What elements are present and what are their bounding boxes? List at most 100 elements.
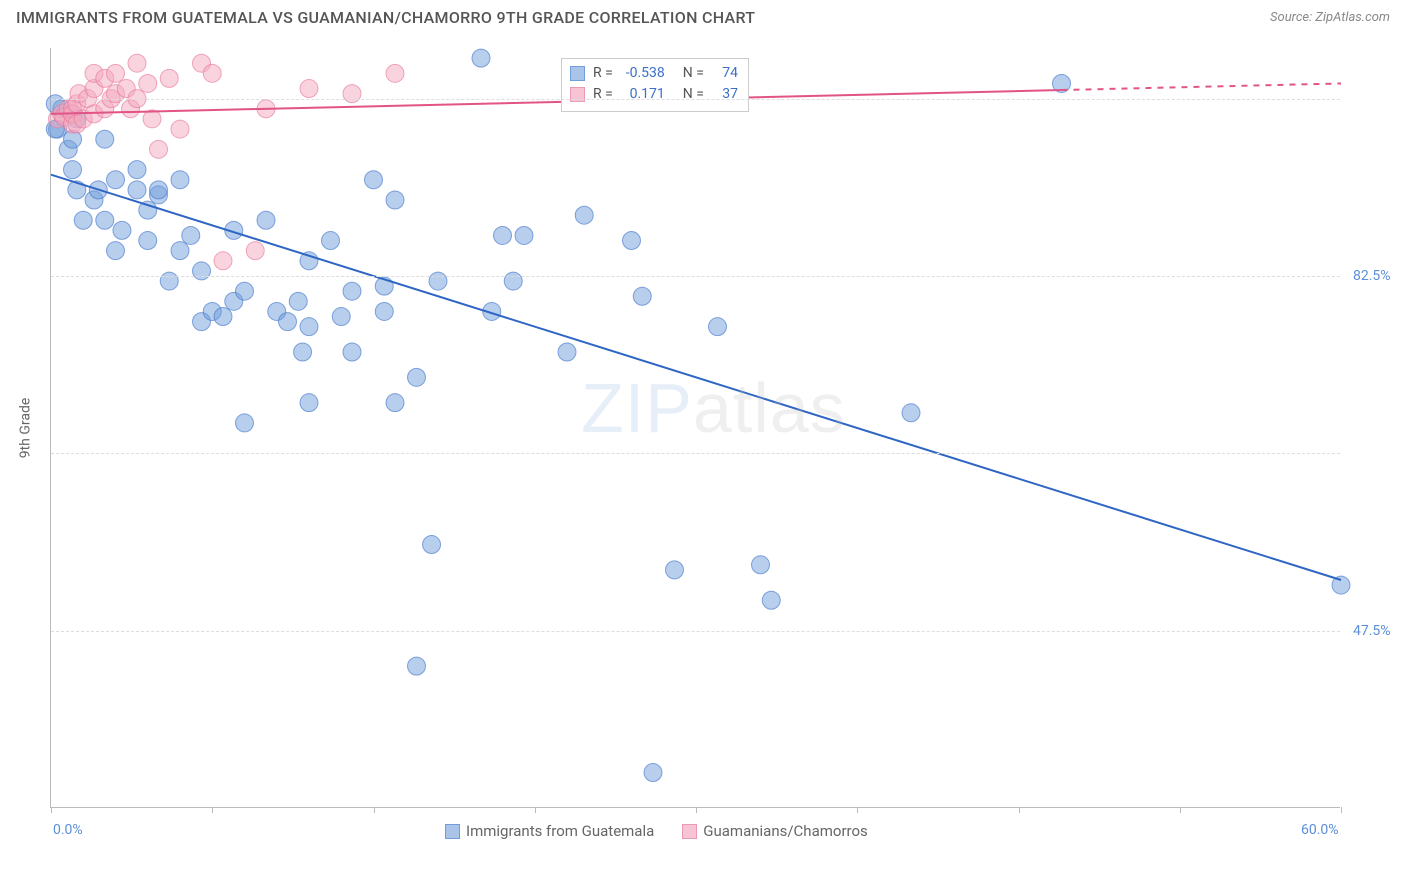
data-point [300, 318, 318, 336]
data-point [343, 343, 361, 361]
chart-svg [51, 48, 1340, 807]
stats-box: R =-0.538N =74R =0.171N =37 [561, 58, 749, 112]
grid-line-h [51, 453, 1340, 454]
data-point [423, 536, 441, 554]
x-tick [374, 807, 375, 813]
data-point [408, 368, 426, 386]
data-point [150, 181, 168, 199]
data-point [494, 226, 512, 244]
data-point [375, 302, 393, 320]
data-point [171, 120, 189, 138]
data-point [472, 49, 490, 67]
data-point [171, 242, 189, 260]
stats-n-label: N = [683, 63, 704, 84]
stats-r-label: R = [593, 84, 613, 105]
data-point [300, 80, 318, 98]
y-tick-label: 47.5% [1353, 623, 1391, 639]
data-point [74, 211, 92, 229]
data-point [558, 343, 576, 361]
data-point [128, 54, 146, 72]
data-point [150, 140, 168, 158]
data-point [139, 74, 157, 92]
data-point [644, 764, 662, 782]
legend-item: Immigrants from Guatemala [445, 822, 654, 840]
data-point [107, 242, 125, 260]
data-point [289, 292, 307, 310]
stats-r-label: R = [593, 63, 613, 84]
data-point [752, 556, 770, 574]
data-point [203, 64, 221, 82]
legend-label: Guamanians/Chamorros [703, 822, 867, 840]
stats-row: R =0.171N =37 [570, 84, 738, 105]
grid-line-h [51, 276, 1340, 277]
stats-n-label: N = [683, 84, 704, 105]
x-tick [535, 807, 536, 813]
data-point [386, 191, 404, 209]
data-point [160, 69, 178, 87]
x-tick [1180, 807, 1181, 813]
data-point [128, 181, 146, 199]
data-point [633, 287, 651, 305]
grid-line-h [51, 631, 1340, 632]
data-point [139, 232, 157, 250]
data-point [193, 262, 211, 280]
data-point [623, 232, 641, 250]
x-tick [212, 807, 213, 813]
x-tick [1019, 807, 1020, 813]
data-point [160, 272, 178, 290]
data-point [113, 221, 131, 239]
trend-line-dashed [1062, 83, 1342, 90]
data-point [386, 394, 404, 412]
data-point [107, 171, 125, 189]
data-point [504, 272, 522, 290]
data-point [386, 64, 404, 82]
title-bar: IMMIGRANTS FROM GUATEMALA VS GUAMANIAN/C… [0, 0, 1406, 31]
data-point [429, 272, 447, 290]
stats-n-value: 74 [712, 63, 738, 84]
data-point [322, 232, 340, 250]
grid-line-h [51, 99, 1340, 100]
data-point [365, 171, 383, 189]
bottom-legend: Immigrants from Guatemala Guamanians/Cham… [445, 822, 868, 840]
data-point [64, 161, 82, 179]
chart-plot-area: ZIPatlas R =-0.538N =74R =0.171N =37 47.… [50, 48, 1340, 808]
x-tick [51, 807, 52, 813]
x-tick [696, 807, 697, 813]
stats-r-value: -0.538 [621, 63, 665, 84]
data-point [408, 657, 426, 675]
data-point [332, 308, 350, 326]
data-point [214, 252, 232, 270]
data-point [246, 242, 264, 260]
data-point [236, 282, 254, 300]
legend-item: Guamanians/Chamorros [682, 822, 867, 840]
stats-swatch [570, 87, 585, 102]
data-point [96, 211, 114, 229]
data-point [128, 161, 146, 179]
data-point [575, 206, 593, 224]
stats-row: R = -0.538 N = 74 [570, 63, 738, 84]
data-point [902, 404, 920, 422]
data-point [257, 211, 275, 229]
data-point [96, 130, 114, 148]
data-point [666, 561, 684, 579]
legend-swatch [682, 824, 697, 839]
data-point [343, 85, 361, 103]
legend-label: Immigrants from Guatemala [466, 822, 654, 840]
y-tick-label: 82.5% [1353, 268, 1391, 284]
data-point [709, 318, 727, 336]
x-tick-label: 60.0% [1301, 822, 1339, 838]
source-label: Source: ZipAtlas.com [1270, 10, 1390, 25]
stats-swatch [570, 66, 585, 81]
legend-swatch [445, 824, 460, 839]
data-point [279, 313, 297, 331]
data-point [182, 226, 200, 244]
data-point [515, 226, 533, 244]
stats-r-value: 0.171 [621, 84, 665, 105]
x-tick [1341, 807, 1342, 813]
data-point [214, 308, 232, 326]
data-point [343, 282, 361, 300]
x-tick-label: 0.0% [53, 822, 83, 838]
data-point [762, 591, 780, 609]
data-point [107, 64, 125, 82]
data-point [236, 414, 254, 432]
